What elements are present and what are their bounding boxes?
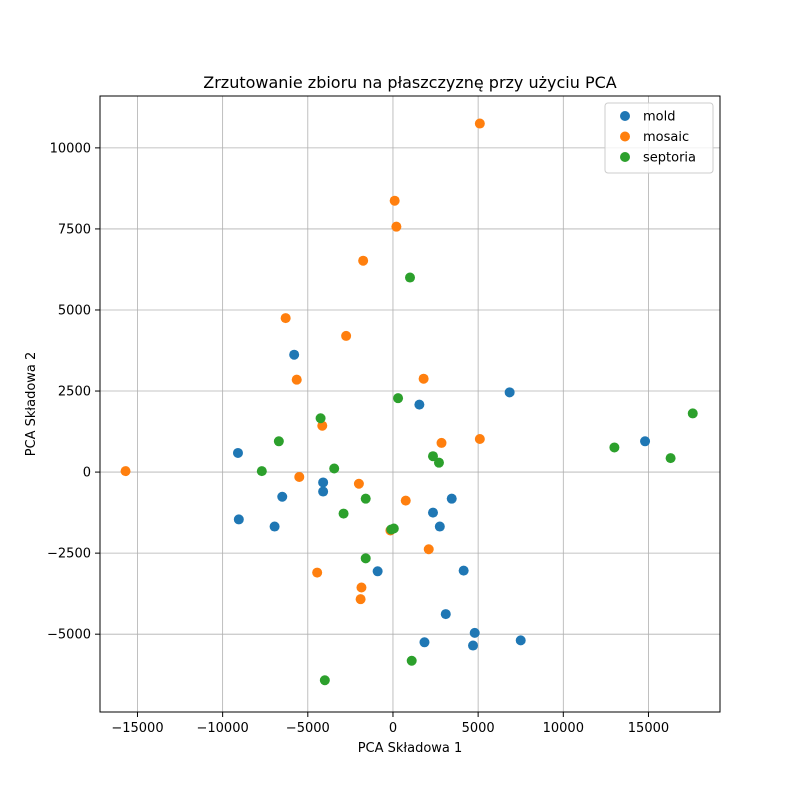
data-point-mold <box>640 436 651 447</box>
legend: mold mosaic septoria <box>604 102 714 174</box>
data-point-mosaic <box>423 544 434 555</box>
x-tick-label: 10000 <box>543 721 584 736</box>
data-point-mosaic <box>391 221 402 232</box>
data-point-mosaic <box>355 594 366 605</box>
legend-marker-mold <box>620 111 630 121</box>
legend-label-septoria: septoria <box>643 151 696 166</box>
data-point-mold <box>232 447 243 458</box>
data-point-septoria <box>609 442 620 453</box>
y-tick-label: 5000 <box>58 303 91 318</box>
data-point-mosaic <box>389 195 400 206</box>
data-point-septoria <box>273 436 284 447</box>
data-point-septoria <box>256 466 267 477</box>
data-point-mold <box>318 486 329 497</box>
y-tick-label: −2500 <box>47 547 91 562</box>
y-tick-label: 0 <box>83 466 91 481</box>
x-axis-label: PCA Składowa 1 <box>358 741 463 756</box>
data-point-mosaic <box>120 466 131 477</box>
data-point-mold <box>458 565 469 576</box>
chart-title: Zrzutowanie zbioru na płaszczyznę przy u… <box>203 73 617 92</box>
data-point-septoria <box>388 523 399 534</box>
data-point-mosaic <box>400 495 411 506</box>
legend-marker-mosaic <box>620 131 630 142</box>
data-point-mold <box>469 627 480 638</box>
data-point-mosaic <box>436 437 447 448</box>
data-point-mosaic <box>418 373 429 384</box>
x-tick-label: −15000 <box>111 721 163 736</box>
data-point-mold <box>434 521 445 532</box>
data-point-mosaic <box>353 478 364 489</box>
data-point-mold <box>446 493 457 504</box>
data-point-mosaic <box>280 313 291 324</box>
y-axis-ticks: −5000 −2500 0 2500 5000 7500 10000 <box>47 141 100 643</box>
data-point-mold <box>515 635 526 646</box>
y-axis-label: PCA Składowa 2 <box>24 352 39 457</box>
legend-label-mold: mold <box>643 110 675 125</box>
plot-frame <box>99 95 721 713</box>
data-point-mold <box>414 399 425 410</box>
data-point-mold <box>269 521 280 532</box>
data-point-septoria <box>315 413 326 424</box>
data-point-septoria <box>329 463 340 474</box>
data-point-septoria <box>360 493 371 504</box>
data-point-septoria <box>360 553 371 564</box>
data-point-mold <box>372 566 383 577</box>
y-tick-label: 10000 <box>50 141 91 156</box>
data-point-septoria <box>319 675 330 686</box>
data-point-mold <box>318 477 329 488</box>
data-point-mosaic <box>317 420 328 431</box>
data-point-mold <box>233 514 244 525</box>
data-point-septoria <box>665 453 676 464</box>
legend-label-mosaic: mosaic <box>643 130 689 145</box>
y-tick-label: −5000 <box>47 628 91 643</box>
data-point-mold <box>468 640 479 651</box>
data-point-mosaic <box>474 434 485 445</box>
data-point-mosaic <box>474 118 485 129</box>
data-points <box>120 118 698 686</box>
series-mosaic <box>120 118 485 605</box>
x-tick-label: 0 <box>389 721 397 736</box>
data-point-mold <box>277 491 288 502</box>
data-point-septoria <box>427 451 438 462</box>
x-tick-label: 15000 <box>628 721 669 736</box>
data-point-mosaic <box>291 374 302 385</box>
x-tick-label: −5000 <box>286 721 330 736</box>
series-septoria <box>256 272 698 686</box>
x-tick-label: 5000 <box>462 721 495 736</box>
data-point-mold <box>427 507 438 518</box>
data-point-septoria <box>338 508 349 519</box>
x-axis-ticks: −15000 −10000 −5000 0 5000 10000 15000 <box>111 712 669 736</box>
data-point-septoria <box>393 393 404 404</box>
data-point-mold <box>440 609 451 620</box>
data-point-mosaic <box>358 255 369 266</box>
legend-marker-septoria <box>620 152 630 162</box>
data-point-mold <box>289 349 300 360</box>
data-point-mosaic <box>356 582 367 593</box>
data-point-septoria <box>687 408 698 419</box>
y-tick-label: 2500 <box>58 385 91 400</box>
legend-box <box>604 102 714 174</box>
data-point-mosaic <box>341 330 352 341</box>
data-point-mosaic <box>294 471 305 482</box>
grid <box>100 96 720 712</box>
y-tick-label: 7500 <box>58 222 91 237</box>
data-point-septoria <box>406 655 417 666</box>
data-point-mold <box>419 637 430 648</box>
data-point-mold <box>504 387 515 398</box>
x-tick-label: −10000 <box>197 721 249 736</box>
data-point-mosaic <box>312 567 323 578</box>
data-point-septoria <box>433 457 444 468</box>
data-point-septoria <box>405 272 415 283</box>
series-mold <box>232 349 651 651</box>
